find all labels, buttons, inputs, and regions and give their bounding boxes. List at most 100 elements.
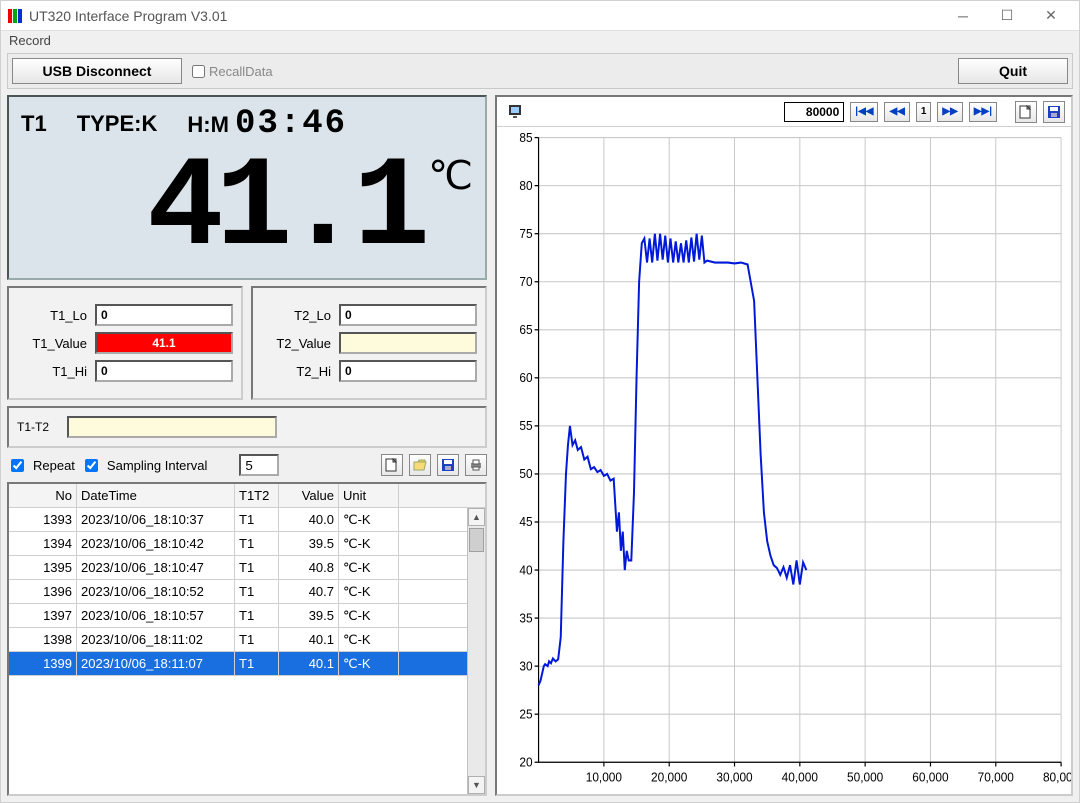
lcd-unit: ℃: [428, 153, 473, 199]
nav-next-button[interactable]: ▶▶: [937, 102, 962, 122]
chart-toolbar: |◀◀ ◀◀ 1 ▶▶ ▶▶|: [497, 97, 1071, 127]
table-row[interactable]: 13992023/10/06_18:11:07T140.1℃-K: [9, 652, 485, 676]
titlebar: UT320 Interface Program V3.01 ─ ☐ ✕: [1, 1, 1079, 31]
t2-panel: T2_Lo0 T2_Value T2_Hi0: [251, 286, 487, 400]
lcd-hm-label: H:M: [187, 112, 229, 137]
t2-lo-label: T2_Lo: [261, 308, 331, 323]
col-datetime[interactable]: DateTime: [77, 484, 235, 507]
cell-unit: ℃-K: [339, 652, 399, 675]
svg-text:80: 80: [519, 179, 532, 193]
col-value[interactable]: Value: [279, 484, 339, 507]
lcd-reading: 41.1: [147, 146, 422, 274]
t1-lo-field[interactable]: 0: [95, 304, 233, 326]
diff-panel: T1-T2: [7, 406, 487, 448]
repeat-checkbox[interactable]: [11, 459, 24, 472]
cell-t1t2: T1: [235, 556, 279, 579]
interval-input[interactable]: [239, 454, 279, 476]
recalldata-label: RecallData: [209, 64, 273, 79]
table-row[interactable]: 13982023/10/06_18:11:02T140.1℃-K: [9, 628, 485, 652]
cell-value: 39.5: [279, 604, 339, 627]
minimize-button[interactable]: ─: [941, 2, 985, 30]
repeat-label: Repeat: [33, 458, 75, 473]
col-no[interactable]: No: [9, 484, 77, 507]
t1-lo-label: T1_Lo: [17, 308, 87, 323]
cell-t1t2: T1: [235, 532, 279, 555]
lcd-channel: T1: [21, 111, 47, 137]
table-row[interactable]: 13962023/10/06_18:10:52T140.7℃-K: [9, 580, 485, 604]
svg-text:40,000: 40,000: [782, 770, 818, 784]
table-row[interactable]: 13972023/10/06_18:10:57T139.5℃-K: [9, 604, 485, 628]
window-title: UT320 Interface Program V3.01: [29, 8, 227, 24]
diff-label: T1-T2: [17, 420, 67, 434]
table-row[interactable]: 13932023/10/06_18:10:37T140.0℃-K: [9, 508, 485, 532]
chart-area: 202530354045505560657075808510,00020,000…: [497, 127, 1071, 794]
table-scrollbar[interactable]: ▲ ▼: [467, 508, 485, 794]
usb-disconnect-button[interactable]: USB Disconnect: [12, 58, 182, 84]
svg-text:55: 55: [519, 419, 532, 433]
t2-hi-label: T2_Hi: [261, 364, 331, 379]
close-button[interactable]: ✕: [1029, 2, 1073, 30]
svg-text:25: 25: [519, 707, 532, 721]
nav-page-field[interactable]: 1: [916, 102, 932, 122]
device-icon: [507, 102, 527, 122]
svg-text:30,000: 30,000: [716, 770, 752, 784]
svg-text:30: 30: [519, 659, 532, 673]
svg-text:20: 20: [519, 755, 532, 769]
cell-t1t2: T1: [235, 580, 279, 603]
chart-range-input[interactable]: [784, 102, 844, 122]
chart-new-icon[interactable]: [1015, 101, 1037, 123]
nav-last-button[interactable]: ▶▶|: [969, 102, 997, 122]
cell-t1t2: T1: [235, 508, 279, 531]
scroll-thumb[interactable]: [469, 528, 484, 552]
t1-value-label: T1_Value: [17, 336, 87, 351]
cell-unit: ℃-K: [339, 532, 399, 555]
nav-first-button[interactable]: |◀◀: [850, 102, 878, 122]
cell-value: 40.8: [279, 556, 339, 579]
t2-hi-field[interactable]: 0: [339, 360, 477, 382]
data-table: No DateTime T1T2 Value Unit 13932023/10/…: [7, 482, 487, 796]
cell-no: 1395: [9, 556, 77, 579]
app-icon: [7, 8, 23, 24]
scroll-down-button[interactable]: ▼: [468, 776, 485, 794]
cell-unit: ℃-K: [339, 508, 399, 531]
lcd-type: TYPE:K: [77, 111, 158, 137]
scroll-up-button[interactable]: ▲: [468, 508, 485, 526]
new-icon[interactable]: [381, 454, 403, 476]
cell-datetime: 2023/10/06_18:11:02: [77, 628, 235, 651]
cell-datetime: 2023/10/06_18:10:37: [77, 508, 235, 531]
interval-checkbox[interactable]: [85, 459, 98, 472]
print-icon[interactable]: [465, 454, 487, 476]
table-row[interactable]: 13952023/10/06_18:10:47T140.8℃-K: [9, 556, 485, 580]
svg-text:70: 70: [519, 275, 532, 289]
recalldata-checkbox[interactable]: RecallData: [192, 64, 273, 79]
menu-record[interactable]: Record: [9, 33, 51, 48]
sampling-row: Repeat Sampling Interval: [7, 454, 487, 476]
cell-datetime: 2023/10/06_18:10:52: [77, 580, 235, 603]
svg-text:65: 65: [519, 323, 532, 337]
cell-no: 1399: [9, 652, 77, 675]
cell-no: 1394: [9, 532, 77, 555]
svg-text:50,000: 50,000: [847, 770, 883, 784]
maximize-button[interactable]: ☐: [985, 2, 1029, 30]
svg-text:50: 50: [519, 467, 532, 481]
cell-no: 1396: [9, 580, 77, 603]
col-unit[interactable]: Unit: [339, 484, 399, 507]
chart-save-icon[interactable]: [1043, 101, 1065, 123]
save-icon[interactable]: [437, 454, 459, 476]
cell-no: 1397: [9, 604, 77, 627]
open-icon[interactable]: [409, 454, 431, 476]
cell-t1t2: T1: [235, 652, 279, 675]
quit-button[interactable]: Quit: [958, 58, 1068, 84]
svg-text:45: 45: [519, 515, 532, 529]
svg-text:70,000: 70,000: [978, 770, 1014, 784]
t1-hi-field[interactable]: 0: [95, 360, 233, 382]
cell-t1t2: T1: [235, 604, 279, 627]
table-row[interactable]: 13942023/10/06_18:10:42T139.5℃-K: [9, 532, 485, 556]
t2-lo-field[interactable]: 0: [339, 304, 477, 326]
recalldata-input[interactable]: [192, 65, 205, 78]
svg-text:85: 85: [519, 130, 532, 144]
cell-value: 40.7: [279, 580, 339, 603]
col-t1t2[interactable]: T1T2: [235, 484, 279, 507]
table-header: No DateTime T1T2 Value Unit: [9, 484, 485, 508]
nav-prev-button[interactable]: ◀◀: [884, 102, 909, 122]
